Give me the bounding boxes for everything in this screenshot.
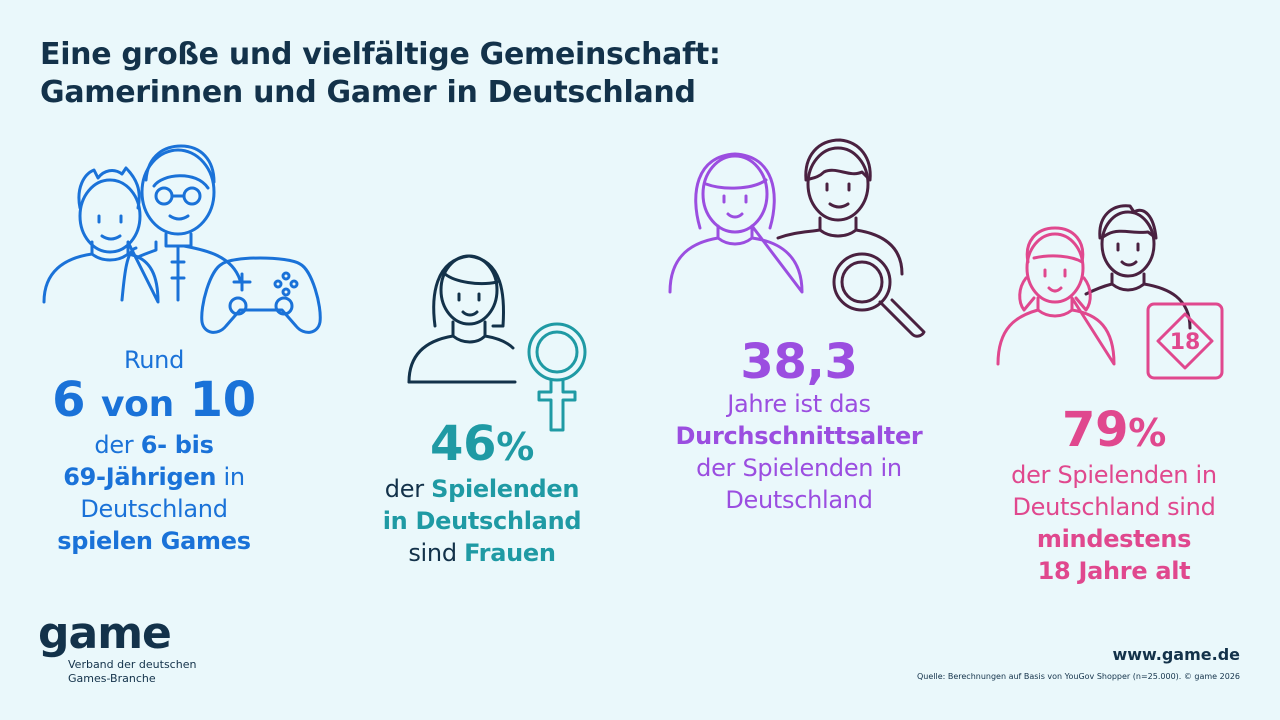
stat1-line6b: spielen Games — [57, 527, 251, 555]
stat1-value: 6 von 10 — [40, 376, 268, 429]
stat3-line2: Durchschnittsalter — [664, 420, 934, 452]
gamepad-icon — [200, 256, 322, 334]
stat4-line4: 18 Jahre alt — [986, 555, 1242, 587]
stat4-value: 79% — [986, 404, 1242, 459]
grandmother-icon — [120, 144, 242, 302]
stat1-prefix: Rund — [123, 346, 185, 374]
stat3-line4: Deutschland — [725, 486, 873, 514]
website-link[interactable]: www.game.de — [1112, 645, 1240, 664]
stat2-line2: in Deutschland — [362, 505, 602, 537]
stat1-line3b: 6- bis — [140, 431, 214, 459]
woman-icon — [996, 226, 1116, 366]
stat1-num2: 10 — [189, 372, 257, 428]
magnifier-icon — [832, 252, 926, 338]
source-note: Quelle: Berechnungen auf Basis von YouGo… — [916, 672, 1240, 681]
stat2-line1b: Spielenden — [431, 475, 580, 503]
family-gamepad-illustration — [42, 144, 322, 334]
stat2-line3a: sind — [408, 539, 465, 567]
stat1-word: von — [100, 384, 174, 425]
stat3-line2b: Durchschnittsalter — [675, 422, 923, 450]
man-icon — [776, 138, 904, 276]
young-man-icon — [42, 166, 160, 304]
stat2-number: 46 — [430, 416, 497, 472]
title-line-2: Gamerinnen und Gamer in Deutschland — [40, 75, 696, 110]
stat1-line6: spielen Games — [40, 525, 268, 557]
woman-icon — [668, 152, 804, 294]
adults-18-illustration: 18 — [996, 204, 1224, 380]
woman-icon — [407, 254, 517, 384]
stat1-line4: 69-Jährigen in — [40, 461, 268, 493]
logo-subtitle-2: Games-Branche — [68, 672, 156, 685]
stat4-number: 79 — [1062, 402, 1129, 458]
stat4-unit: % — [1128, 411, 1166, 455]
stat-women-share: 46% der Spielenden in Deutschland sind F… — [362, 418, 602, 569]
stat2-line3: sind Frauen — [362, 537, 602, 569]
stat3-line3: der Spielenden in — [696, 454, 902, 482]
stat4-line4b: 18 Jahre alt — [1037, 557, 1191, 585]
stat4-line1: der Spielenden in — [1011, 461, 1217, 489]
woman-illustration — [407, 254, 587, 432]
logo-subtitle-1: Verband der deutschen — [68, 658, 197, 671]
stat1-line3a: der — [94, 431, 141, 459]
female-symbol-icon — [527, 322, 587, 432]
stat1-line5: Deutschland — [80, 495, 228, 523]
stat2-line1: der Spielenden — [362, 473, 602, 505]
stat3-line1: Jahre ist das — [727, 390, 871, 418]
stat1-line4b: in — [216, 463, 245, 491]
page-title: Eine große und vielfältige Gemeinschaft:… — [40, 36, 721, 112]
game-logo: game Verband der deutschen Games-Branche — [38, 610, 196, 686]
stat3-value: 38,3 — [740, 334, 858, 390]
stat2-value: 46% — [362, 418, 602, 473]
couple-magnifier-illustration — [668, 138, 926, 338]
stat4-line3b: mindestens — [1036, 525, 1192, 553]
title-line-1: Eine große und vielfältige Gemeinschaft: — [40, 37, 721, 72]
stat2-unit: % — [496, 425, 534, 469]
stat-players-share: Rund 6 von 10 der 6- bis 69-Jährigen in … — [40, 344, 268, 557]
logo-wordmark: game — [38, 608, 172, 659]
stat4-line3: mindestens — [986, 523, 1242, 555]
stat2-line2b: in Deutschland — [382, 507, 582, 535]
stat-average-age: 38,3 Jahre ist das Durchschnittsalter de… — [664, 336, 934, 516]
stat1-num1: 6 — [52, 372, 86, 428]
age-18-badge-icon: 18 — [1146, 302, 1224, 380]
stat1-line4a: 69-Jährigen — [63, 463, 217, 491]
stat2-line1a: der — [384, 475, 432, 503]
age-18-badge-text: 18 — [1170, 330, 1201, 355]
stat-adults-share: 79% der Spielenden in Deutschland sind m… — [986, 404, 1242, 587]
stat4-line2: Deutschland sind — [1012, 493, 1216, 521]
man-icon — [1084, 204, 1192, 330]
stat2-line3b: Frauen — [464, 539, 556, 567]
stat1-line3: der 6- bis — [40, 429, 268, 461]
